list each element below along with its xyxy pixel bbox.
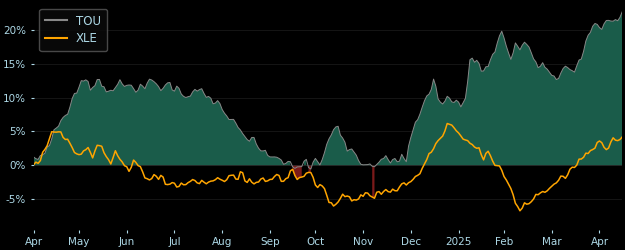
Legend: TOU, XLE: TOU, XLE [39,9,107,51]
